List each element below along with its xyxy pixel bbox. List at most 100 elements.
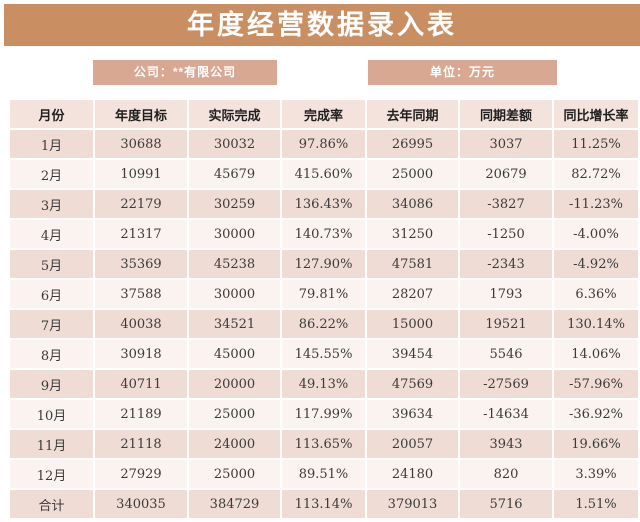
month-cell: 8月 — [10, 340, 93, 368]
total-value-cell: 5716 — [460, 490, 552, 518]
value-cell: 19.66% — [554, 430, 638, 458]
value-cell: 30259 — [189, 190, 280, 218]
table-row: 4月 21317 30000 140.73% 31250 -1250 -4.00% — [10, 220, 638, 248]
table-row: 10月 21189 25000 117.99% 39634 -14634 -36.92% — [10, 400, 638, 428]
value-cell: 3943 — [460, 430, 552, 458]
value-cell: 34086 — [367, 190, 458, 218]
value-cell: 30918 — [95, 340, 187, 368]
total-row: 合计 340035 384729 113.14% 379013 5716 1.51% — [10, 490, 638, 518]
value-cell: 20057 — [367, 430, 458, 458]
value-cell: 19521 — [460, 310, 552, 338]
value-cell: 49.13% — [282, 370, 365, 398]
table-row: 9月 40711 20000 49.13% 47569 -27569 -57.96% — [10, 370, 638, 398]
value-cell: 130.14% — [554, 310, 638, 338]
value-cell: -1250 — [460, 220, 552, 248]
value-cell: -11.23% — [554, 190, 638, 218]
page-title: 年度经营数据录入表 — [4, 4, 640, 46]
value-cell: 26995 — [367, 130, 458, 158]
month-cell: 9月 — [10, 370, 93, 398]
total-value-cell: 113.14% — [282, 490, 365, 518]
value-cell: 14.06% — [554, 340, 638, 368]
value-cell: 97.86% — [282, 130, 365, 158]
value-cell: 89.51% — [282, 460, 365, 488]
column-header: 同期差额 — [460, 100, 552, 128]
column-header: 同比增长率 — [554, 100, 638, 128]
value-cell: 45679 — [189, 160, 280, 188]
value-cell: 145.55% — [282, 340, 365, 368]
month-cell: 10月 — [10, 400, 93, 428]
month-cell: 3月 — [10, 190, 93, 218]
value-cell: 25000 — [189, 400, 280, 428]
value-cell: 11.25% — [554, 130, 638, 158]
month-cell: 12月 — [10, 460, 93, 488]
header-row: 月份 年度目标 实际完成 完成率 去年同期 同期差额 同比增长率 — [10, 100, 638, 128]
value-cell: 22179 — [95, 190, 187, 218]
month-cell: 11月 — [10, 430, 93, 458]
value-cell: 45238 — [189, 250, 280, 278]
value-cell: 31250 — [367, 220, 458, 248]
value-cell: 25000 — [367, 160, 458, 188]
month-cell: 1月 — [10, 130, 93, 158]
value-cell: 35369 — [95, 250, 187, 278]
value-cell: 140.73% — [282, 220, 365, 248]
value-cell: 820 — [460, 460, 552, 488]
month-cell: 4月 — [10, 220, 93, 248]
month-cell: 2月 — [10, 160, 93, 188]
value-cell: 40038 — [95, 310, 187, 338]
value-cell: 86.22% — [282, 310, 365, 338]
value-cell: 5546 — [460, 340, 552, 368]
value-cell: -36.92% — [554, 400, 638, 428]
value-cell: 10991 — [95, 160, 187, 188]
column-header: 去年同期 — [367, 100, 458, 128]
value-cell: 21189 — [95, 400, 187, 428]
total-value-cell: 384729 — [189, 490, 280, 518]
value-cell: 34521 — [189, 310, 280, 338]
value-cell: 127.90% — [282, 250, 365, 278]
total-value-cell: 340035 — [95, 490, 187, 518]
column-header: 完成率 — [282, 100, 365, 128]
value-cell: -14634 — [460, 400, 552, 428]
value-cell: 113.65% — [282, 430, 365, 458]
value-cell: 40711 — [95, 370, 187, 398]
table-row: 3月 22179 30259 136.43% 34086 -3827 -11.23% — [10, 190, 638, 218]
table-row: 5月 35369 45238 127.90% 47581 -2343 -4.92% — [10, 250, 638, 278]
value-cell: 39634 — [367, 400, 458, 428]
month-cell: 6月 — [10, 280, 93, 308]
value-cell: 15000 — [367, 310, 458, 338]
value-cell: 415.60% — [282, 160, 365, 188]
data-table: 月份 年度目标 实际完成 完成率 去年同期 同期差额 同比增长率 1月 30688 30032 9… — [8, 98, 640, 520]
value-cell: 30000 — [189, 220, 280, 248]
value-cell: 24180 — [367, 460, 458, 488]
total-label-cell: 合计 — [10, 490, 93, 518]
column-header: 月份 — [10, 100, 93, 128]
month-cell: 5月 — [10, 250, 93, 278]
value-cell: 21118 — [95, 430, 187, 458]
table-row: 11月 21118 24000 113.65% 20057 3943 19.66% — [10, 430, 638, 458]
value-cell: -2343 — [460, 250, 552, 278]
value-cell: 47581 — [367, 250, 458, 278]
total-value-cell: 379013 — [367, 490, 458, 518]
value-cell: 28207 — [367, 280, 458, 308]
value-cell: 20000 — [189, 370, 280, 398]
value-cell: -57.96% — [554, 370, 638, 398]
value-cell: 30688 — [95, 130, 187, 158]
company-label: 公司：**有限公司 — [93, 60, 277, 85]
table-row: 12月 27929 25000 89.51% 24180 820 3.39% — [10, 460, 638, 488]
value-cell: 3037 — [460, 130, 552, 158]
value-cell: 45000 — [189, 340, 280, 368]
column-header: 年度目标 — [95, 100, 187, 128]
value-cell: 79.81% — [282, 280, 365, 308]
month-cell: 7月 — [10, 310, 93, 338]
value-cell: -4.92% — [554, 250, 638, 278]
value-cell: -4.00% — [554, 220, 638, 248]
value-cell: 117.99% — [282, 400, 365, 428]
table-row: 1月 30688 30032 97.86% 26995 3037 11.25% — [10, 130, 638, 158]
value-cell: 1793 — [460, 280, 552, 308]
value-cell: 30000 — [189, 280, 280, 308]
table-row: 8月 30918 45000 145.55% 39454 5546 14.06% — [10, 340, 638, 368]
value-cell: 25000 — [189, 460, 280, 488]
value-cell: 20679 — [460, 160, 552, 188]
value-cell: 3.39% — [554, 460, 638, 488]
value-cell: 30032 — [189, 130, 280, 158]
total-value-cell: 1.51% — [554, 490, 638, 518]
